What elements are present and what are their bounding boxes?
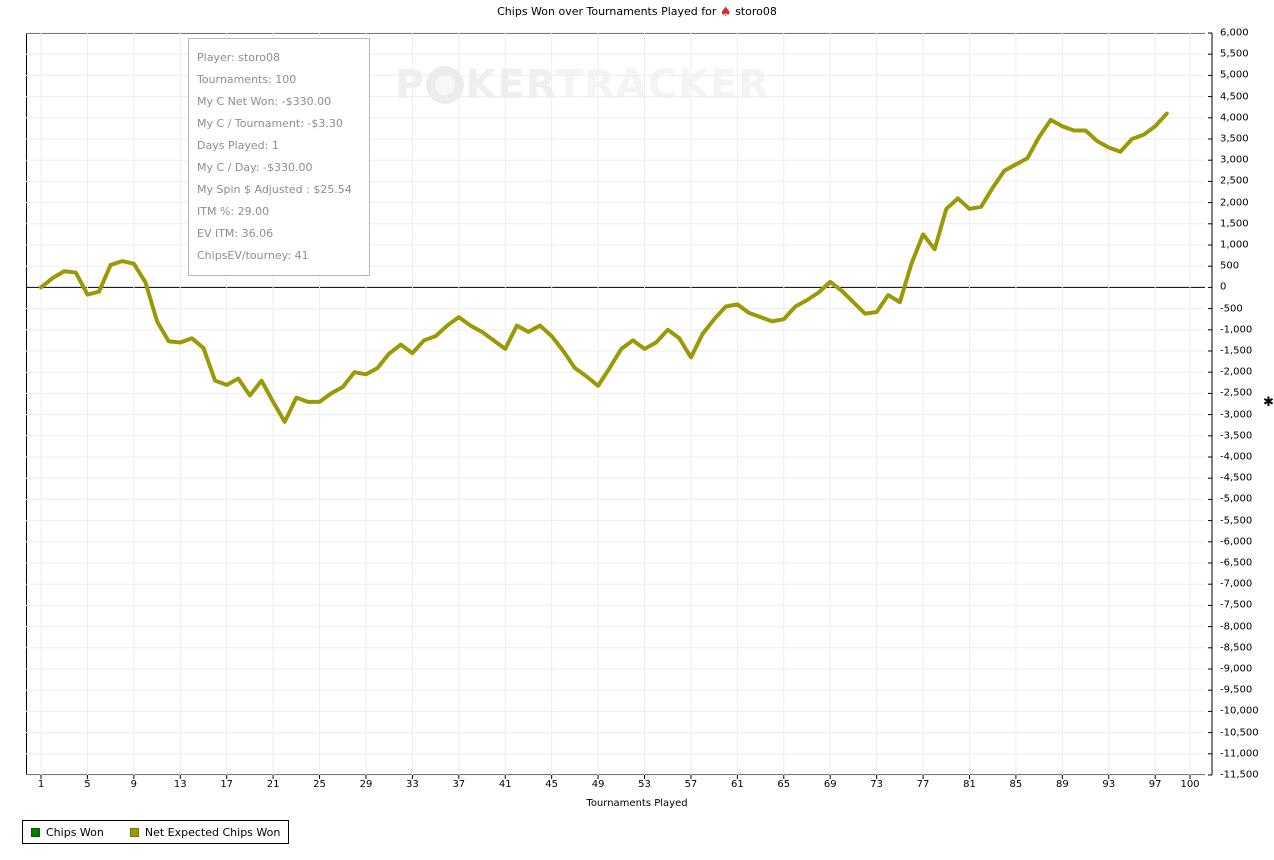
stats-row: Player: storo08 (197, 51, 281, 64)
x-tick-label: 17 (220, 779, 234, 790)
chart-title-player: storo08 (735, 5, 777, 18)
stats-row: My C / Day: -$330.00 (197, 161, 313, 174)
x-tick-label: 9 (130, 779, 138, 790)
x-tick-label: 33 (406, 779, 419, 790)
x-tick-label: 100 (1180, 779, 1200, 790)
y-tick-label: -5,000 (1220, 493, 1253, 505)
y-tick-label: 2,000 (1220, 197, 1249, 209)
y-tick-label: -1,500 (1220, 345, 1253, 357)
x-tick-label: 21 (266, 779, 280, 790)
y-axis-ticks (1208, 32, 1213, 776)
y-tick-label: -1,000 (1220, 324, 1253, 336)
y-tick-label: -4,500 (1220, 472, 1253, 484)
stats-row: My C / Tournament: -$3.30 (197, 117, 343, 130)
x-tick-label: 29 (359, 779, 373, 790)
y-tick-label: -3,500 (1220, 430, 1253, 442)
y-tick-label: 4,500 (1220, 91, 1249, 103)
x-tick-label: 41 (498, 779, 512, 790)
y-tick-label: -6,000 (1220, 536, 1253, 548)
watermark-part-3: TRACKER (555, 62, 771, 108)
x-tick-label: 85 (1009, 779, 1023, 790)
watermark-part-1: P (395, 62, 426, 108)
y-tick-label: 4,000 (1220, 112, 1249, 124)
stats-infobox: Player: storo08 Tournaments: 100 My C Net … (188, 38, 370, 276)
x-tick-label: 93 (1102, 779, 1116, 790)
y-tick-label: -2,000 (1220, 366, 1253, 378)
y-tick-label: -9,000 (1220, 663, 1253, 675)
x-tick-label: 65 (777, 779, 791, 790)
x-tick-label: 81 (963, 779, 976, 790)
y-tick-label: 6,000 (1220, 27, 1249, 39)
x-axis-ticks (40, 775, 1191, 779)
x-tick-label: 37 (452, 779, 466, 790)
spade-icon: ♠ (719, 5, 732, 20)
legend-item[interactable]: Chips Won (31, 826, 104, 839)
y-tick-label: 3,000 (1220, 154, 1249, 166)
watermark-part-2: KER (465, 62, 556, 108)
stats-row: My C Net Won: -$330.00 (197, 95, 332, 108)
stats-row: My Spin $ Adjusted : $25.54 (197, 183, 352, 196)
stats-row: ChipsEV/tourney: 41 (197, 249, 309, 262)
y-tick-label: -7,000 (1220, 578, 1253, 590)
y-tick-label: 0 (1220, 281, 1227, 293)
y-tick-label: 1,000 (1220, 239, 1249, 251)
series-line (39, 111, 1169, 424)
legend-item[interactable]: Net Expected Chips Won (129, 825, 281, 839)
y-tick-label: -6,500 (1220, 557, 1253, 569)
x-tick-label: 61 (730, 779, 744, 790)
chart-legend: Chips Won Net Expected Chips Won (22, 820, 290, 844)
stats-row: Days Played: 1 (197, 139, 279, 152)
stats-row: Tournaments: 100 (197, 73, 297, 86)
y-tick-label: -11,000 (1220, 748, 1259, 760)
asterisk-marker: ✱ (1263, 395, 1274, 410)
x-tick-label: 89 (1055, 779, 1069, 790)
page-title: Chips Won over Tournaments Played for ♠ … (0, 5, 1274, 20)
stats-row: EV ITM: 36.06 (197, 227, 274, 240)
y-tick-label: 5,000 (1220, 69, 1249, 81)
y-tick-label: -8,000 (1220, 621, 1253, 633)
data-series-layer (39, 111, 1169, 424)
y-tick-label: -500 (1220, 303, 1243, 315)
y-tick-label: -3,000 (1220, 409, 1253, 421)
x-tick-label: 69 (823, 779, 837, 790)
x-tick-label: 57 (684, 779, 698, 790)
y-tick-label: -4,000 (1220, 451, 1253, 463)
x-tick-label: 25 (313, 779, 326, 790)
poker-chip-icon (426, 66, 465, 104)
y-tick-label: 2,500 (1220, 175, 1249, 187)
y-tick-label: -5,500 (1220, 515, 1253, 527)
y-tick-label: -11,500 (1220, 769, 1259, 781)
y-tick-label: -9,500 (1220, 684, 1253, 696)
chart-title-text: Chips Won over Tournaments Played for (497, 5, 717, 18)
x-tick-label: 97 (1148, 779, 1162, 790)
legend-swatch-icon (31, 827, 40, 837)
x-axis-title: Tournaments Played (586, 798, 688, 809)
x-axis: 1 5 9 13 17 21 25 29 33 37 41 45 49 53 57 61 65 69 73 77 81 8… (0, 775, 1274, 797)
legend-label: Net Expected Chips Won (144, 825, 281, 839)
x-tick-label: 13 (173, 779, 187, 790)
y-tick-label: 500 (1220, 260, 1240, 272)
x-tick-label: 1 (37, 779, 45, 790)
y-tick-label: -2,500 (1220, 387, 1253, 399)
x-tick-label: 73 (870, 779, 883, 790)
y-tick-label: -10,500 (1220, 727, 1259, 739)
y-tick-label: 1,500 (1220, 218, 1249, 230)
legend-swatch-icon (129, 827, 139, 837)
stats-row: ITM %: 29.00 (197, 205, 270, 218)
x-tick-label: 77 (916, 779, 930, 790)
y-tick-label: -7,500 (1220, 599, 1253, 611)
y-tick-label: -8,500 (1220, 642, 1253, 654)
x-tick-label: 5 (84, 779, 91, 790)
x-tick-label: 45 (545, 779, 559, 790)
y-tick-label: -10,000 (1220, 705, 1259, 717)
x-tick-label: 49 (591, 779, 605, 790)
x-tick-label: 53 (638, 779, 651, 790)
legend-label: Chips Won (46, 825, 104, 839)
pokertracker-watermark: P KERTRACKER (395, 62, 770, 108)
y-tick-label: 3,500 (1220, 133, 1249, 145)
y-axis: 6,000 5,500 5,000 4,500 4,000 3,500 3,000 2,500… (1208, 0, 1274, 860)
y-tick-label: 5,500 (1220, 48, 1249, 60)
